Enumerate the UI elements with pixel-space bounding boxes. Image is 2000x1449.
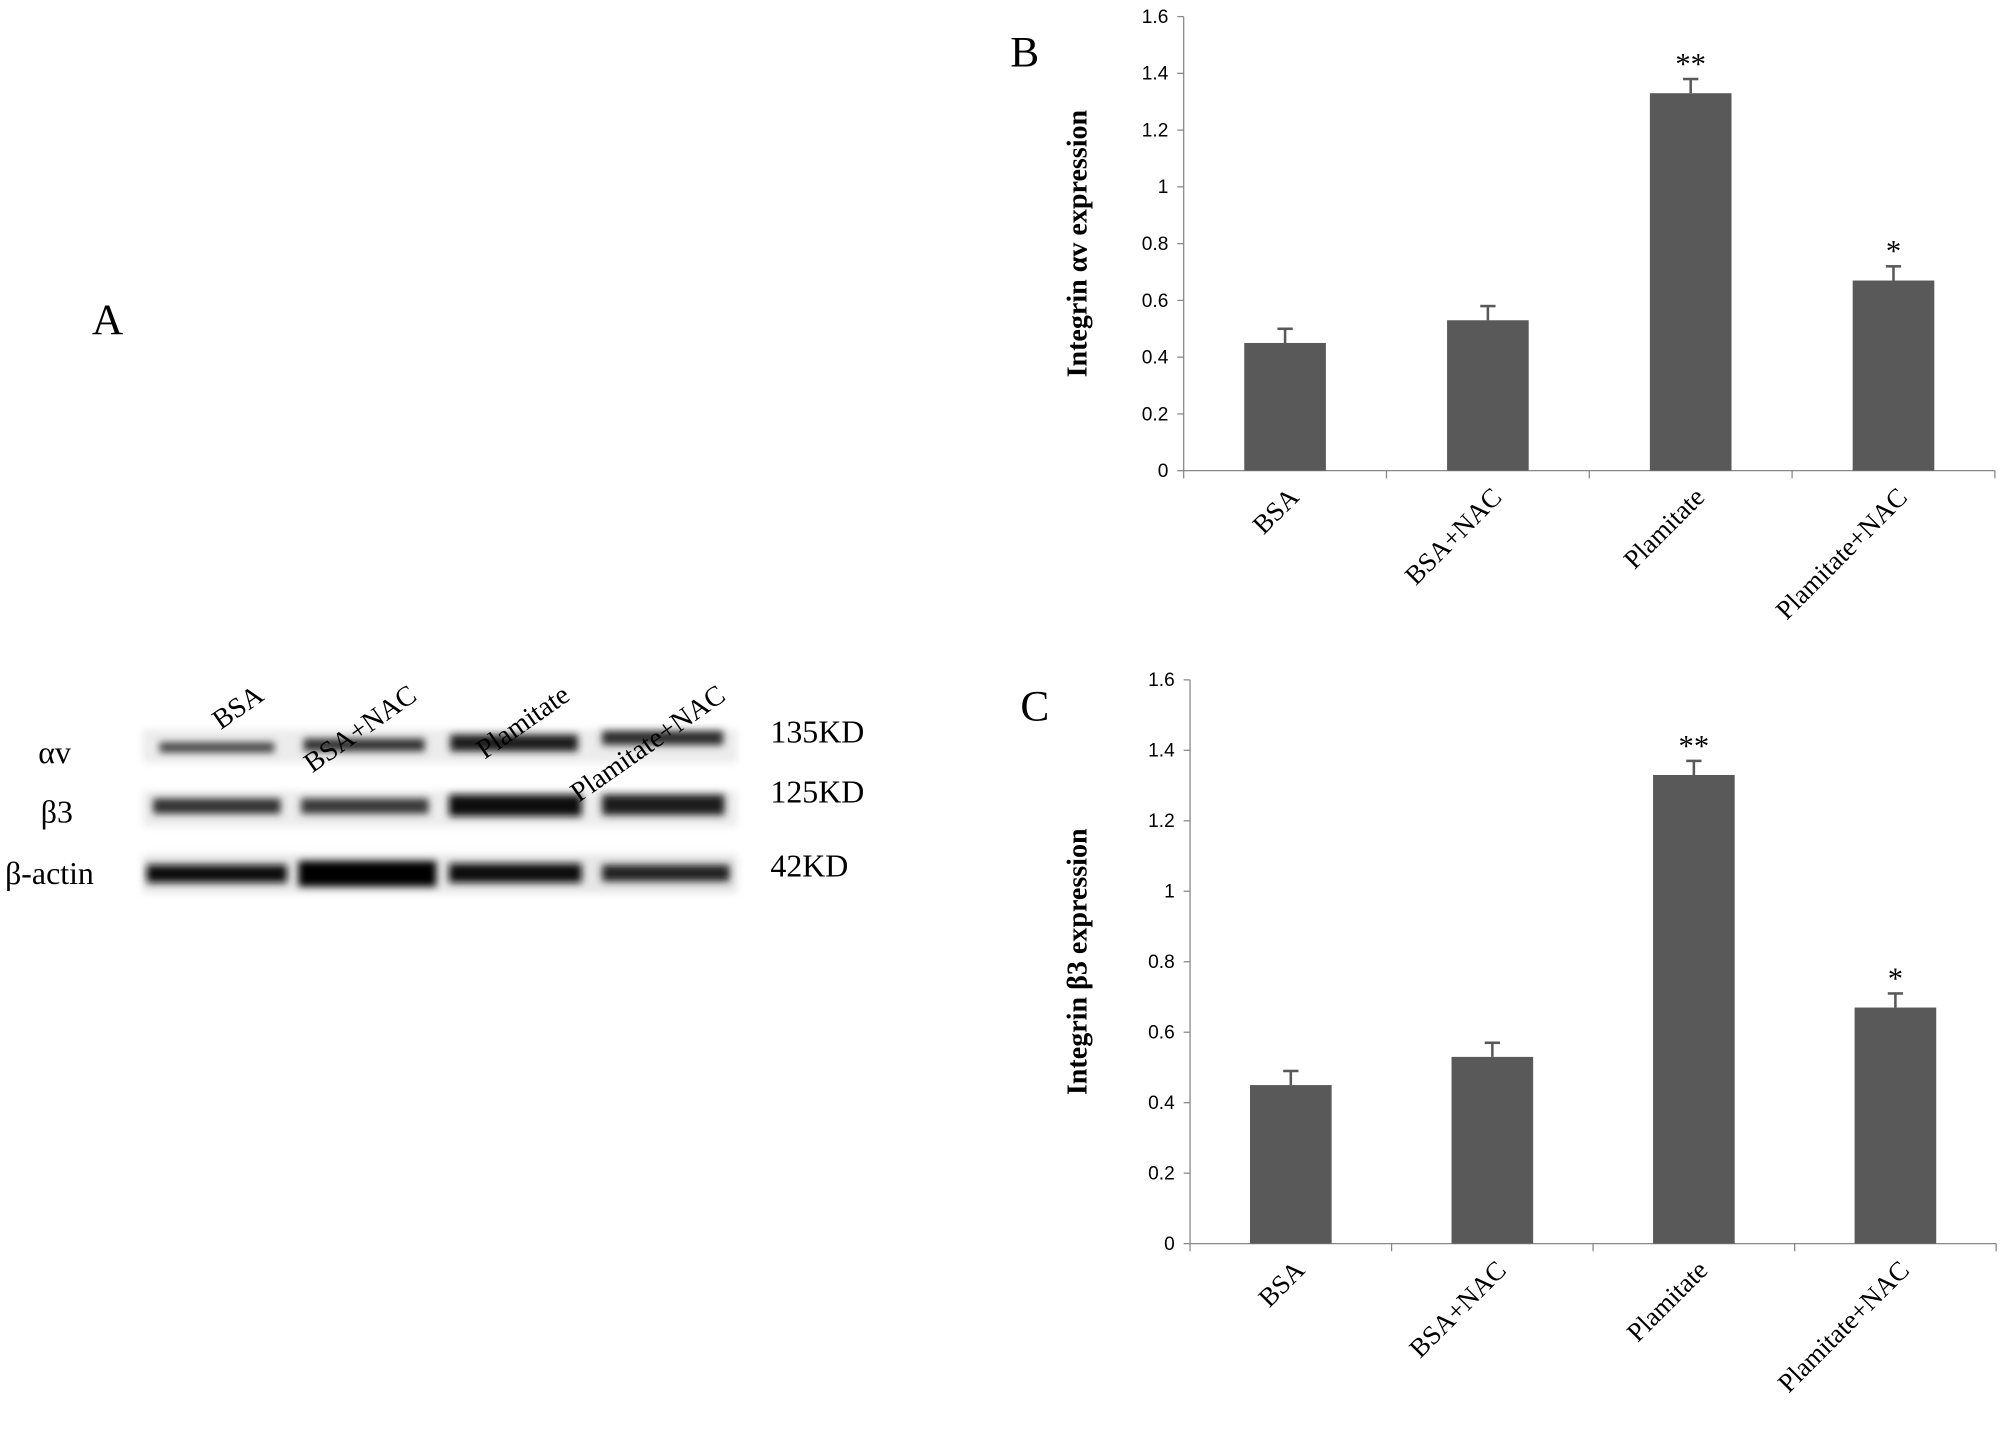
panel-label: B [1010, 28, 1039, 76]
y-tick-label: 1.6 [1148, 670, 1175, 691]
blot-band [448, 863, 582, 883]
y-tick-label: 0.4 [1148, 1093, 1175, 1114]
blot-band [602, 864, 730, 882]
row-label: β-actin [5, 856, 94, 891]
x-tick-label: BSA [1252, 1254, 1311, 1313]
blot-band [602, 730, 724, 745]
blot-band [146, 864, 287, 883]
row-label: αv [38, 735, 71, 770]
blot-band [298, 860, 437, 887]
y-tick-label: 1 [1164, 882, 1175, 903]
x-tick-label: Plamitate [1621, 1255, 1714, 1348]
x-tick-label: Plamitate [1618, 482, 1711, 575]
bar [1854, 1007, 1937, 1244]
x-tick-label: Plamitate+NAC [1772, 1255, 1915, 1398]
y-tick-label: 0.2 [1142, 404, 1169, 425]
blot-band [303, 738, 425, 752]
lane-label: BSA+NAC [298, 679, 422, 779]
y-tick-label: 0.6 [1142, 291, 1169, 312]
y-tick-label: 0 [1164, 1234, 1175, 1255]
band-size: 135KD [770, 714, 864, 749]
y-tick-label: 1.2 [1148, 811, 1175, 832]
panel-label: A [92, 296, 123, 344]
y-axis-label: Integrin β3 expression [1063, 828, 1094, 1095]
blot-band [153, 798, 281, 814]
panel-label: C [1020, 683, 1049, 731]
row-label: β3 [41, 795, 73, 830]
x-tick-label: BSA+NAC [1399, 482, 1508, 591]
significance-label: * [1886, 234, 1901, 268]
y-tick-label: 0.8 [1142, 234, 1169, 255]
significance-label: ** [1679, 729, 1710, 763]
blot-band [448, 794, 582, 817]
bar [1649, 93, 1732, 471]
y-tick-label: 0 [1158, 461, 1169, 482]
bar [1244, 342, 1326, 471]
bar [1250, 1085, 1332, 1244]
y-tick-label: 0.6 [1148, 1023, 1175, 1044]
bar [1451, 1056, 1534, 1244]
bar [1852, 280, 1935, 471]
lane-label: BSA [207, 679, 270, 736]
y-tick-label: 0.8 [1148, 952, 1175, 973]
blot-image [142, 729, 738, 893]
y-axis-label: Integrin αv expression [1063, 109, 1094, 377]
bar [1653, 774, 1735, 1244]
x-tick-label: BSA+NAC [1403, 1255, 1512, 1364]
y-tick-label: 1.4 [1142, 64, 1169, 85]
x-tick-label: Plamitate+NAC [1770, 482, 1913, 625]
band-size: 42KD [770, 848, 848, 883]
y-tick-label: 1.2 [1142, 120, 1169, 141]
y-tick-label: 0.4 [1142, 348, 1169, 369]
blot-band [602, 794, 725, 816]
blot-band [450, 734, 578, 752]
significance-label: * [1888, 961, 1903, 995]
y-tick-label: 0.2 [1148, 1164, 1175, 1185]
blot-band [301, 798, 429, 814]
bar [1447, 320, 1529, 471]
y-tick-label: 1.4 [1148, 741, 1175, 762]
y-tick-label: 1.6 [1142, 7, 1169, 28]
band-size: 125KD [770, 774, 864, 809]
x-tick-label: BSA [1247, 481, 1306, 540]
y-tick-label: 1 [1158, 177, 1169, 198]
blot-band [159, 742, 275, 753]
significance-label: ** [1675, 47, 1706, 81]
